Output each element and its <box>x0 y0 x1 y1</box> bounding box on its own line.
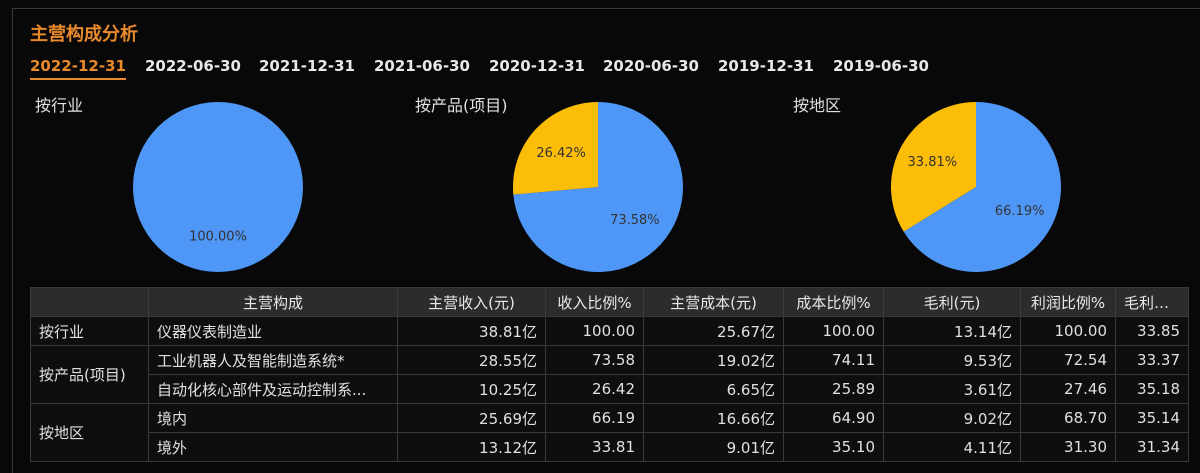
value-cell: 19.02亿 <box>643 345 784 375</box>
value-cell: 66.19 <box>545 403 644 433</box>
table-row: 自动化核心部件及运动控制系... 10.25亿 26.42 6.65亿 25.89 3.6… <box>31 374 1189 404</box>
pie-label: 73.58% <box>610 213 660 228</box>
value-cell: 27.46 <box>1020 374 1116 404</box>
value-cell: 33.85 <box>1115 316 1189 346</box>
value-cell: 6.65亿 <box>643 374 784 404</box>
table-row: 按地区 境内 25.69亿 66.19 16.66亿 64.90 9.02亿 68.70 35.… <box>30 403 1189 462</box>
header-cell: 主营收入(元) <box>397 287 546 317</box>
panel-title: 主营构成分析 <box>30 24 138 45</box>
value-cell: 25.67亿 <box>643 316 784 346</box>
value-cell: 38.81亿 <box>397 316 546 346</box>
pie-title: 按行业 <box>35 96 83 115</box>
value-cell: 35.14 <box>1115 403 1189 433</box>
table-body: 按行业 仪器仪表制造业 38.81亿 100.00 25.67亿 100.00 13.14亿… <box>30 316 1189 462</box>
pie-slice <box>903 102 1061 272</box>
date-tab[interactable]: 2021-06-30 <box>374 57 470 75</box>
value-cell: 64.90 <box>783 403 884 433</box>
value-cell: 35.10 <box>783 432 884 462</box>
header-cell: 成本比例% <box>783 287 884 317</box>
value-cell: 100.00 <box>783 316 884 346</box>
value-cell: 68.70 <box>1020 403 1116 433</box>
date-tab[interactable]: 2019-06-30 <box>833 57 929 75</box>
pie-slice <box>891 102 976 232</box>
pie-slice <box>513 102 683 272</box>
header-row: 主营构成 主营收入(元) 收入比例% 主营成本(元) 成本比例% 毛利(元) 利润比例% 毛利… <box>30 287 1189 317</box>
group-cell: 按行业 <box>30 316 149 346</box>
pie-charts: 按行业 100.00% 按产品(项目) 73.58% 26.42% 按地区 66.19% 33… <box>35 96 1061 272</box>
value-cell: 13.14亿 <box>883 316 1021 346</box>
value-cell: 72.54 <box>1020 345 1116 375</box>
value-cell: 31.30 <box>1020 432 1116 462</box>
table-row: 按产品(项目) 工业机器人及智能制造系统* 28.55亿 73.58 19.02亿 74.… <box>30 345 1189 404</box>
value-cell: 25.69亿 <box>397 403 546 433</box>
value-cell: 26.42 <box>545 374 644 404</box>
value-cell: 3.61亿 <box>883 374 1021 404</box>
value-cell: 16.66亿 <box>643 403 784 433</box>
header-cell: 主营构成 <box>148 287 398 317</box>
pie-title: 按产品(项目) <box>415 96 508 115</box>
value-cell: 10.25亿 <box>397 374 546 404</box>
header-cell: 收入比例% <box>545 287 644 317</box>
value-cell: 100.00 <box>545 316 644 346</box>
date-tab[interactable]: 2020-06-30 <box>603 57 699 75</box>
date-tab[interactable]: 2020-12-31 <box>489 57 585 75</box>
item-cell: 境外 <box>148 432 398 462</box>
pie-slice <box>513 102 598 195</box>
header-cell: 毛利(元) <box>883 287 1021 317</box>
header-cell: 主营成本(元) <box>643 287 784 317</box>
date-tab[interactable]: 2022-06-30 <box>145 57 241 75</box>
value-cell: 74.11 <box>783 345 884 375</box>
value-cell: 31.34 <box>1115 432 1189 462</box>
pie-label: 26.42% <box>536 146 586 161</box>
table-row: 按行业 仪器仪表制造业 38.81亿 100.00 25.67亿 100.00 13.14亿… <box>30 316 1189 346</box>
value-cell: 4.11亿 <box>883 432 1021 462</box>
value-cell: 9.01亿 <box>643 432 784 462</box>
pie-title: 按地区 <box>793 96 841 115</box>
header-cell: 利润比例% <box>1020 287 1116 317</box>
date-tab[interactable]: 2021-12-31 <box>259 57 355 75</box>
item-cell: 自动化核心部件及运动控制系... <box>148 374 398 404</box>
pie-label: 100.00% <box>189 230 247 245</box>
value-cell: 25.89 <box>783 374 884 404</box>
value-cell: 28.55亿 <box>397 345 546 375</box>
composition-table: 主营构成 主营收入(元) 收入比例% 主营成本(元) 成本比例% 毛利(元) 利润比例% 毛利… <box>30 287 1189 462</box>
group-cell: 按产品(项目) <box>30 345 149 404</box>
table-row: 境外 13.12亿 33.81 9.01亿 35.10 4.11亿 31.30 31.34 <box>31 432 1189 462</box>
pie-label: 33.81% <box>908 155 958 170</box>
header-cell: 毛利率% <box>1115 287 1189 317</box>
value-cell: 9.53亿 <box>883 345 1021 375</box>
item-cell: 仪器仪表制造业 <box>148 316 398 346</box>
pie-slice <box>133 102 303 272</box>
value-cell: 73.58 <box>545 345 644 375</box>
panel-frame <box>12 8 1200 473</box>
value-cell: 33.81 <box>545 432 644 462</box>
group-cell: 按地区 <box>30 403 149 462</box>
pie-label: 66.19% <box>995 204 1045 219</box>
value-cell: 13.12亿 <box>397 432 546 462</box>
value-cell: 35.18 <box>1115 374 1189 404</box>
header-cell <box>30 287 149 317</box>
value-cell: 100.00 <box>1020 316 1116 346</box>
date-tab[interactable]: 2022-12-31 <box>30 57 126 80</box>
item-cell: 工业机器人及智能制造系统* <box>148 345 398 375</box>
date-tab[interactable]: 2019-12-31 <box>718 57 814 75</box>
value-cell: 33.37 <box>1115 345 1189 375</box>
value-cell: 9.02亿 <box>883 403 1021 433</box>
item-cell: 境内 <box>148 403 398 433</box>
